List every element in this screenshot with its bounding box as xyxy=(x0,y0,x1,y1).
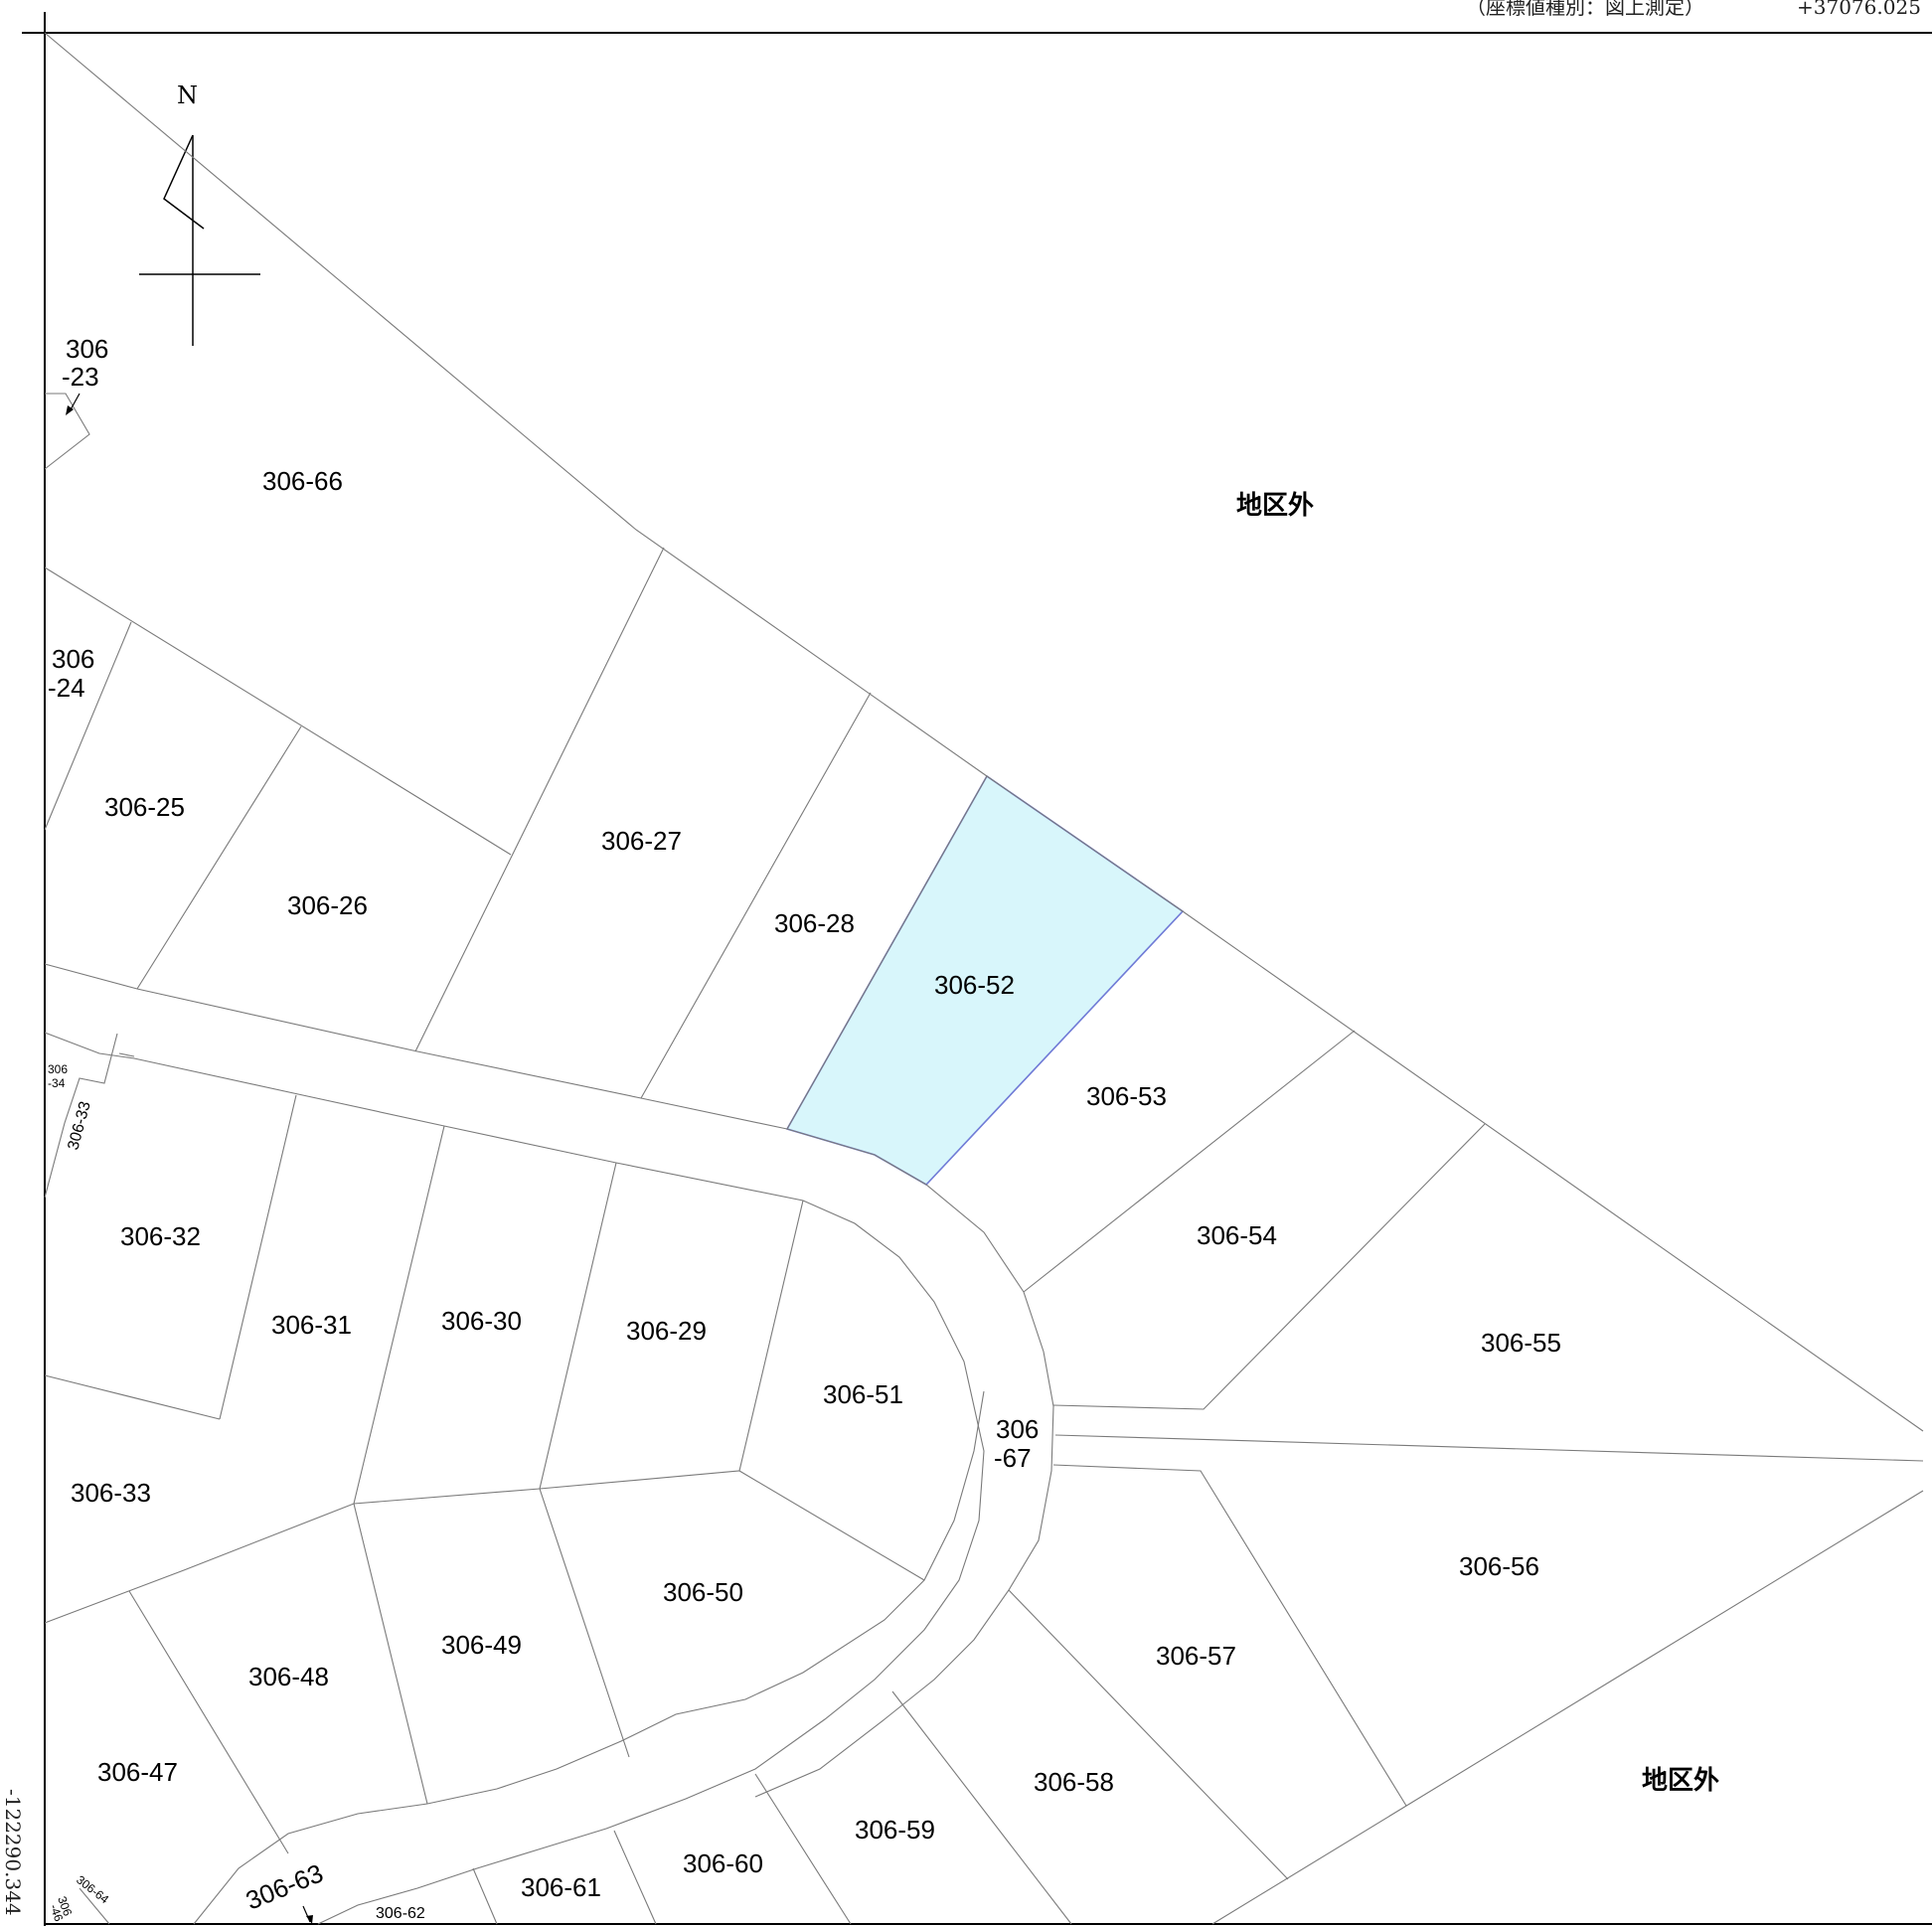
parcel-label-306-28[interactable]: 306-28 xyxy=(774,908,855,938)
parcel-label-306-34[interactable]: 306 xyxy=(48,1062,68,1076)
parcel-label-306-31[interactable]: 306-31 xyxy=(271,1310,352,1340)
parcel-label-306-55[interactable]: 306-55 xyxy=(1481,1328,1561,1358)
parcel-label-306-56[interactable]: 306-56 xyxy=(1459,1551,1539,1581)
parcel-label-306-23[interactable]: 306 xyxy=(66,334,108,364)
parcel-label-306-63[interactable]: 306-63 xyxy=(242,1857,327,1915)
parcel-label-306-67[interactable]: -67 xyxy=(994,1443,1032,1473)
parcel-label-306-46[interactable]: 306 xyxy=(55,1894,75,1918)
parcel-label-306-32[interactable]: 306-32 xyxy=(120,1221,201,1251)
parcel-label-306-59[interactable]: 306-59 xyxy=(855,1815,935,1845)
parcel-label-306-27[interactable]: 306-27 xyxy=(601,826,682,856)
parcel-label-306-51[interactable]: 306-51 xyxy=(823,1379,903,1409)
parcel-label-306-24[interactable]: 306 xyxy=(52,644,94,674)
parcel-label-306-24[interactable]: -24 xyxy=(48,673,85,703)
parcel-label-306-30[interactable]: 306-30 xyxy=(441,1306,522,1336)
parcel-label-306-66[interactable]: 306-66 xyxy=(262,466,343,496)
parcel-label-306-47[interactable]: 306-47 xyxy=(97,1757,178,1787)
parcel-label-306-23[interactable]: -23 xyxy=(62,362,99,392)
outside-district-label: 地区外 xyxy=(1236,491,1314,521)
top-right-coordinate: +37076.025 xyxy=(1797,0,1921,19)
parcel-label-306-29[interactable]: 306-29 xyxy=(626,1316,707,1346)
parcel-label-306-48[interactable]: 306-48 xyxy=(248,1662,329,1691)
parcel-label-306-52[interactable]: 306-52 xyxy=(934,970,1015,1000)
parcel-label-306-50[interactable]: 306-50 xyxy=(663,1577,743,1607)
left-coordinate: -122290.344 xyxy=(1,1789,25,1916)
outside-district-label: 地区外 xyxy=(1642,1766,1719,1796)
parcel-label-306-58[interactable]: 306-58 xyxy=(1034,1767,1114,1797)
parcel-label-306-46[interactable]: -46 xyxy=(47,1902,66,1923)
parcel-label-306-61[interactable]: 306-61 xyxy=(521,1872,601,1902)
parcel-label-306-62[interactable]: 306-62 xyxy=(376,1905,425,1922)
parcel-label-306-33[interactable]: 306-33 xyxy=(71,1478,151,1508)
parcel-label-306-25[interactable]: 306-25 xyxy=(104,792,185,822)
parcel-label-306-53[interactable]: 306-53 xyxy=(1086,1081,1167,1111)
coordinate-type-label: （座標値種別：図上測定） xyxy=(1466,0,1704,19)
parcel-label-306-67[interactable]: 306 xyxy=(996,1414,1039,1444)
north-label: N xyxy=(177,81,198,109)
parcel-label-306-64[interactable]: 306-64 xyxy=(74,1872,111,1906)
north-arrow-icon: N xyxy=(139,81,260,346)
parcel-label-306-34[interactable]: -34 xyxy=(48,1076,66,1090)
arrow-icon xyxy=(66,393,313,1924)
parcel-label-306-60[interactable]: 306-60 xyxy=(683,1848,763,1878)
parcel-label-306-49[interactable]: 306-49 xyxy=(441,1630,522,1660)
parcel-boundaries xyxy=(44,32,1924,1925)
parcel-label-306-57[interactable]: 306-57 xyxy=(1156,1641,1236,1671)
parcel-label-306-26[interactable]: 306-26 xyxy=(287,890,368,920)
parcel-label-306-54[interactable]: 306-54 xyxy=(1197,1220,1277,1250)
